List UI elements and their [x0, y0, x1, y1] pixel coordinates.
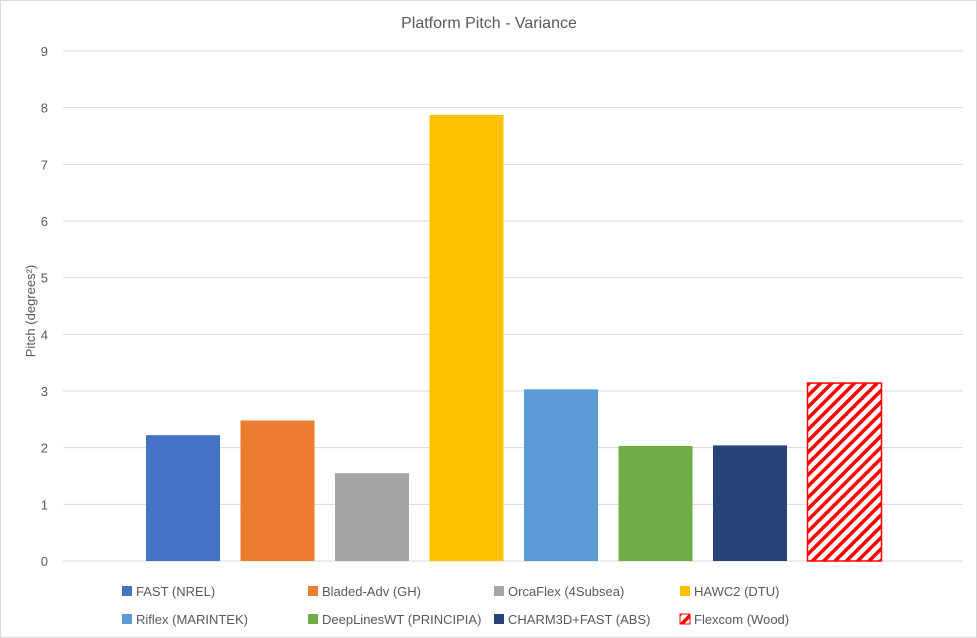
- legend-swatch: [680, 586, 690, 596]
- y-axis-label: Pitch (degrees²): [23, 265, 38, 357]
- bar: [146, 435, 220, 561]
- legend-label: HAWC2 (DTU): [694, 584, 779, 599]
- legend-swatch: [308, 586, 318, 596]
- y-tick-label: 7: [41, 157, 48, 172]
- bar: [240, 420, 315, 561]
- legend-label: Riflex (MARINTEK): [136, 612, 248, 627]
- y-tick-label: 8: [41, 101, 48, 116]
- bar: [429, 115, 504, 562]
- y-tick-label: 5: [41, 271, 48, 286]
- y-tick-label: 6: [41, 214, 48, 229]
- legend-swatch: [679, 613, 691, 625]
- legend-label: OrcaFlex (4Subsea): [508, 584, 624, 599]
- y-tick-label: 0: [41, 554, 48, 569]
- y-tick-label: 1: [41, 497, 48, 512]
- legend-swatch: [122, 614, 132, 624]
- y-tick-label: 3: [41, 384, 48, 399]
- y-tick-label: 4: [41, 327, 48, 342]
- legend-label: CHARM3D+FAST (ABS): [508, 612, 650, 627]
- y-axis-ticks: 0 1 2 3 4 5 6 7 8 9: [41, 44, 48, 569]
- legend-label: FAST (NREL): [136, 584, 215, 599]
- legend-label: Bladed-Adv (GH): [322, 584, 421, 599]
- y-tick-label: 9: [41, 44, 48, 59]
- legend: FAST (NREL) Bladed-Adv (GH) OrcaFlex (4Sub…: [122, 584, 789, 627]
- bar: [618, 445, 693, 561]
- bar: [524, 389, 598, 561]
- legend-swatch: [122, 586, 132, 596]
- legend-swatch: [308, 614, 318, 624]
- bar: [335, 473, 409, 561]
- legend-swatch: [494, 586, 504, 596]
- y-tick-label: 2: [41, 441, 48, 456]
- bars: [146, 115, 883, 562]
- legend-label: Flexcom (Wood): [694, 612, 789, 627]
- bar: [713, 445, 787, 561]
- legend-label: DeepLinesWT (PRINCIPIA): [322, 612, 481, 627]
- legend-swatch: [494, 614, 504, 624]
- bar: [806, 382, 883, 562]
- chart-title: Platform Pitch - Variance: [401, 15, 577, 32]
